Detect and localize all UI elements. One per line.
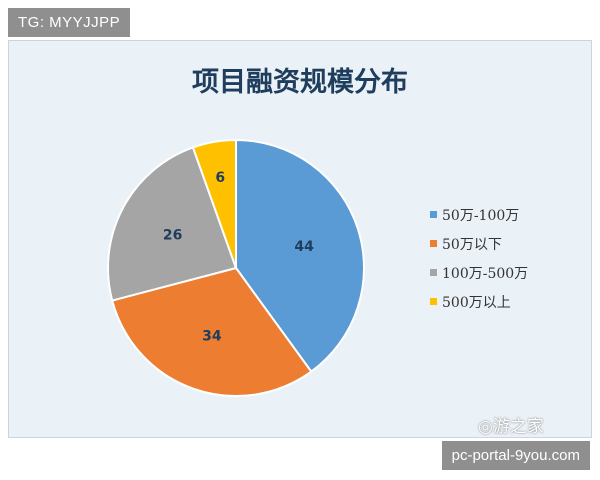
legend-item: 50万-100万 bbox=[430, 200, 528, 229]
tg-label: TG: MYYJJPP bbox=[8, 8, 131, 37]
legend-swatch bbox=[430, 298, 437, 305]
pie-slice bbox=[191, 138, 237, 269]
legend-label: 50万以下 bbox=[442, 236, 502, 253]
pie-slice bbox=[110, 266, 313, 397]
legend-label: 500万以上 bbox=[442, 294, 511, 311]
legend-swatch bbox=[430, 240, 437, 247]
chart-title: 项目融资规模分布 bbox=[192, 67, 408, 98]
slice-value-label: 26 bbox=[163, 228, 182, 244]
legend-label: 50万-100万 bbox=[442, 207, 520, 224]
slice-value-label: 34 bbox=[202, 329, 222, 345]
legend-label: 100万-500万 bbox=[442, 265, 529, 282]
legend: 50万-100万 50万以下 100万-500万 500万以上 bbox=[430, 200, 528, 316]
legend-item: 100万-500万 bbox=[430, 258, 528, 287]
legend-swatch bbox=[430, 269, 437, 276]
legend-item: 500万以上 bbox=[430, 287, 528, 316]
pie-slice bbox=[235, 138, 365, 373]
legend-swatch bbox=[430, 211, 437, 218]
pie-slice bbox=[107, 146, 238, 302]
legend-item: 50万以下 bbox=[430, 229, 528, 258]
site-label: pc-portal-9you.com bbox=[441, 441, 590, 470]
watermark-brand: ◎游之家 bbox=[478, 417, 544, 437]
slice-value-label: 44 bbox=[294, 239, 314, 255]
slice-value-label: 6 bbox=[215, 170, 225, 186]
